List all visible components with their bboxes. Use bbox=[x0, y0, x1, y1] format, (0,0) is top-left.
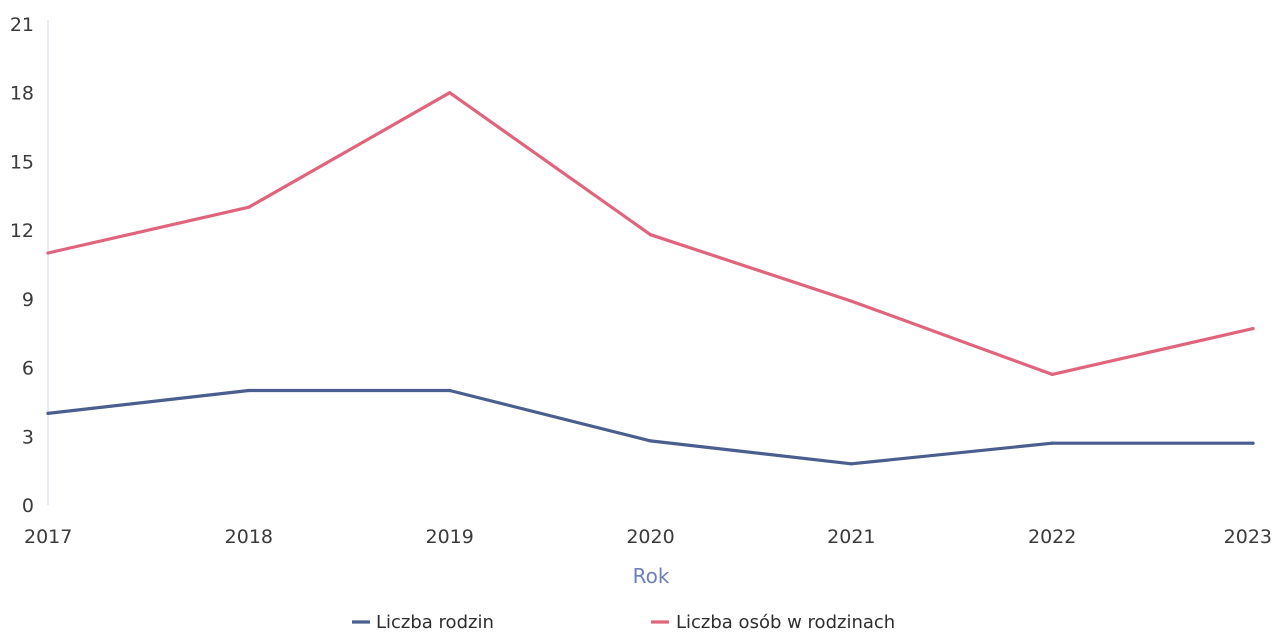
x-tick-label: 2019 bbox=[425, 526, 473, 548]
data-point bbox=[247, 388, 251, 393]
data-point bbox=[448, 91, 452, 95]
data-point bbox=[849, 462, 853, 466]
legend-item: Liczba osób w rodzinach bbox=[651, 612, 895, 633]
x-axis-ticks: 2017 2018 2019 2020 2021 2022 2023 bbox=[24, 526, 1272, 548]
x-tick-label: 2022 bbox=[1028, 526, 1076, 548]
x-tick-label: 2017 bbox=[24, 526, 72, 548]
x-axis-title: Rok bbox=[633, 564, 670, 588]
data-point bbox=[849, 299, 853, 303]
y-tick-label: 0 bbox=[22, 495, 34, 517]
y-tick-label: 18 bbox=[10, 83, 34, 105]
series-lines bbox=[46, 91, 1255, 466]
data-point bbox=[46, 411, 50, 415]
legend-label: Liczba rodzin bbox=[376, 612, 494, 633]
data-point bbox=[648, 233, 653, 237]
legend: Liczba rodzin Liczba osób w rodzinach bbox=[352, 612, 895, 633]
data-point bbox=[648, 439, 653, 443]
y-tick-label: 3 bbox=[22, 426, 34, 448]
data-point bbox=[1251, 441, 1255, 445]
series-line-liczba-rodzin bbox=[46, 388, 1255, 466]
x-tick-label: 2023 bbox=[1224, 526, 1272, 548]
y-tick-label: 21 bbox=[10, 14, 34, 36]
y-tick-label: 6 bbox=[22, 358, 34, 380]
data-point bbox=[1251, 327, 1255, 331]
data-point bbox=[1050, 372, 1054, 376]
legend-label: Liczba osób w rodzinach bbox=[676, 612, 895, 633]
y-axis-ticks: 0 3 6 9 12 15 18 21 bbox=[10, 14, 34, 517]
x-tick-label: 2018 bbox=[225, 526, 273, 548]
x-tick-label: 2021 bbox=[827, 526, 875, 548]
x-tick-label: 2020 bbox=[626, 526, 674, 548]
y-tick-label: 15 bbox=[10, 151, 34, 173]
legend-item: Liczba rodzin bbox=[352, 612, 494, 633]
y-tick-label: 12 bbox=[10, 220, 34, 242]
data-point bbox=[448, 388, 452, 393]
y-tick-label: 9 bbox=[22, 289, 34, 311]
data-point bbox=[1050, 441, 1054, 445]
data-point bbox=[247, 205, 251, 209]
data-point bbox=[46, 251, 50, 255]
